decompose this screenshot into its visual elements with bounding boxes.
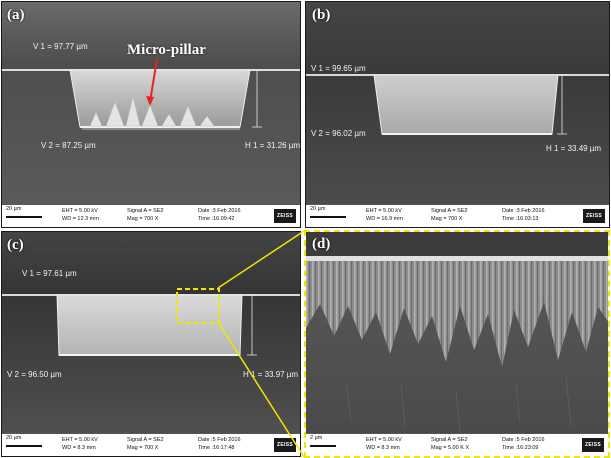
sem-panel-c: (c) V 1 = 97.61 µm V 2 = 96.50 µm H 1 = … xyxy=(1,231,301,457)
sem-databar-a: 20 µm EHT = 5.00 kV WD = 12.3 mm Signal … xyxy=(2,204,300,227)
scale-bar-c xyxy=(6,445,42,447)
sem-databar-c: 20 µm EHT = 5.00 kV WD = 8.3 mm Signal A… xyxy=(2,433,300,456)
scale-label-c: 20 µm xyxy=(6,435,22,441)
measure-h1-c: H 1 = 33.97 µm xyxy=(243,370,299,379)
wd-c: WD = 8.3 mm xyxy=(62,445,96,451)
sem-image-a xyxy=(2,2,300,207)
sem-image-b xyxy=(306,2,609,207)
scale-label-a: 20 µm xyxy=(6,206,22,212)
panel-label-c: (c) xyxy=(7,237,24,253)
date-c: Date :5 Feb 2016 xyxy=(198,437,241,443)
date-a: Date :3 Feb 2016 xyxy=(198,208,241,214)
measure-v1-c: V 1 = 97.61 µm xyxy=(22,269,77,278)
signal-d: Signal A = SE2 xyxy=(431,437,468,443)
measure-h1-a: H 1 = 31.26 µm xyxy=(245,141,301,150)
measure-v1-a: V 1 = 97.77 µm xyxy=(33,42,88,51)
sem-databar-b: 20 µm EHT = 5.00 kV WD = 16.9 mm Signal … xyxy=(306,204,609,227)
time-c: Time :16:17:48 xyxy=(198,445,235,451)
time-a: Time :16:09:42 xyxy=(198,216,235,222)
measure-v1-b: V 1 = 99.65 µm xyxy=(311,64,366,73)
mag-b: Mag = 700 X xyxy=(431,216,463,222)
measure-v2-a: V 2 = 87.25 µm xyxy=(41,141,96,150)
date-b: Date :3 Feb 2016 xyxy=(502,208,545,214)
signal-a: Signal A = SE2 xyxy=(127,208,164,214)
sem-panel-a: (a) Micro-pillar V 1 = 97.77 µm V 2 = 87… xyxy=(1,1,301,228)
panel-label-a: (a) xyxy=(7,7,25,23)
mag-d: Mag = 5.00 K X xyxy=(431,445,470,451)
measure-v2-c: V 2 = 96.50 µm xyxy=(7,370,62,379)
measure-h1-b: H 1 = 33.49 µm xyxy=(546,144,602,153)
mag-c: Mag = 700 X xyxy=(127,445,159,451)
time-d: Time :16:23:09 xyxy=(502,445,539,451)
zeiss-logo-b: ZEISS xyxy=(583,209,605,223)
eht-b: EHT = 5.00 kV xyxy=(366,208,402,214)
wd-b: WD = 16.9 mm xyxy=(366,216,403,222)
zeiss-logo-c: ZEISS xyxy=(274,438,296,452)
measure-v2-b: V 2 = 96.02 µm xyxy=(311,129,366,138)
scale-label-b: 20 µm xyxy=(310,206,326,212)
scale-bar-a xyxy=(6,216,42,218)
wd-a: WD = 12.3 mm xyxy=(62,216,99,222)
sem-panel-d: (d) 2 µm EHT = 5.00 kV WD = 8.3 mm Signa… xyxy=(304,230,610,458)
time-b: Time :16:03:13 xyxy=(502,216,539,222)
sem-image-c xyxy=(2,232,300,436)
wd-d: WD = 8.3 mm xyxy=(366,445,400,451)
scale-bar-d xyxy=(310,445,336,447)
sem-panel-b: (b) V 1 = 99.65 µm V 2 = 96.02 µm H 1 = … xyxy=(305,1,610,228)
micro-pillar-callout: Micro-pillar xyxy=(127,42,206,58)
sem-image-d xyxy=(306,232,608,437)
panel-label-b: (b) xyxy=(312,7,331,23)
sem-databar-d: 2 µm EHT = 5.00 kV WD = 8.3 mm Signal A … xyxy=(306,433,608,456)
signal-b: Signal A = SE2 xyxy=(431,208,468,214)
mag-a: Mag = 700 X xyxy=(127,216,159,222)
eht-a: EHT = 5.00 kV xyxy=(62,208,98,214)
zeiss-logo-a: ZEISS xyxy=(274,209,296,223)
eht-d: EHT = 5.00 kV xyxy=(366,437,402,443)
zeiss-logo-d: ZEISS xyxy=(582,438,604,452)
scale-bar-b xyxy=(310,216,346,218)
scale-label-d: 2 µm xyxy=(310,435,323,441)
signal-c: Signal A = SE2 xyxy=(127,437,164,443)
eht-c: EHT = 5.00 kV xyxy=(62,437,98,443)
panel-label-d: (d) xyxy=(312,236,331,252)
date-d: Date :5 Feb 2016 xyxy=(502,437,545,443)
